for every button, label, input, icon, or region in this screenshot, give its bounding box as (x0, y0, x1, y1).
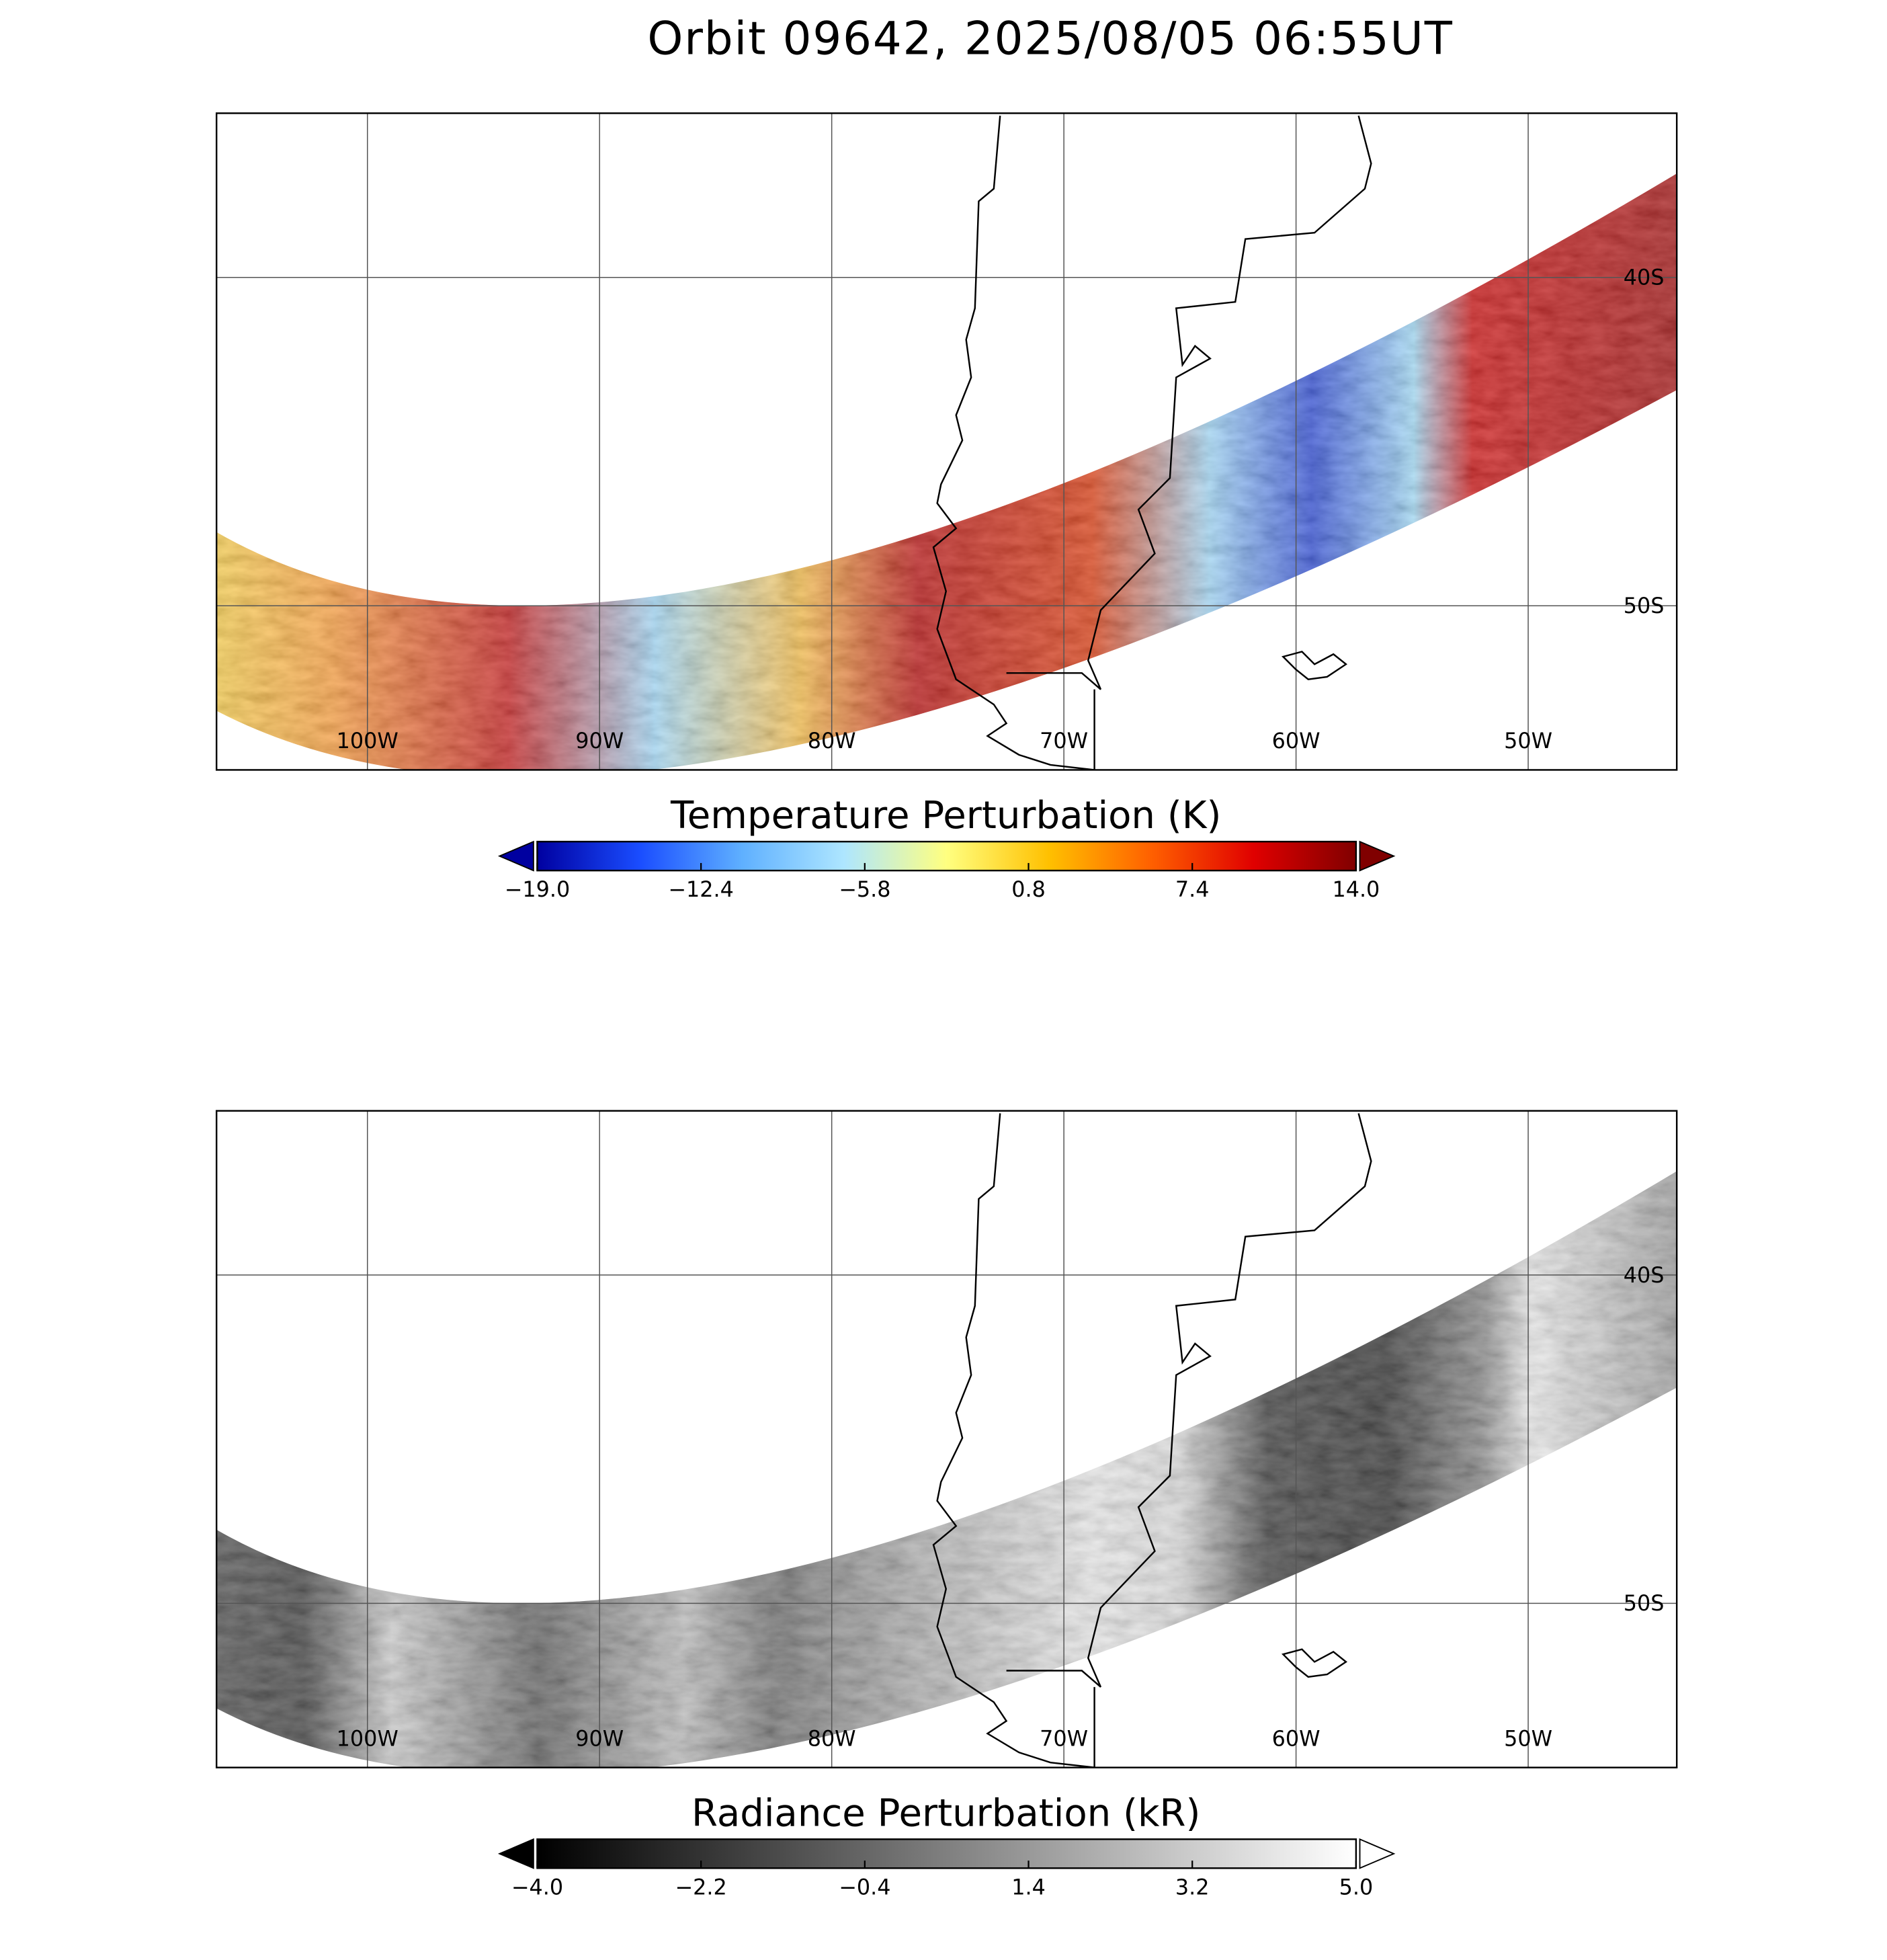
colorbar-tick-label: −5.8 (839, 876, 890, 902)
colorbar-extend-high (1359, 1838, 1396, 1869)
colorbar-title: Radiance Perturbation (kR) (691, 1791, 1200, 1835)
swath-texture (216, 1171, 1677, 1768)
map (216, 113, 1677, 770)
colorbar-tick-label: 1.4 (1011, 1874, 1046, 1900)
colorbar-tick-label: −12.4 (668, 876, 733, 902)
colorbar-tick-label: 0.8 (1011, 876, 1046, 902)
lon-label: 100W (337, 728, 399, 753)
lon-label: 80W (808, 1725, 856, 1751)
colorbar-title: Temperature Perturbation (K) (670, 794, 1221, 838)
map (216, 1110, 1677, 1768)
colorbar-extend-high (1359, 840, 1396, 872)
colorbar-tick-label: 14.0 (1332, 876, 1380, 902)
lon-label: 50W (1504, 1725, 1552, 1751)
lon-label: 70W (1040, 1725, 1088, 1751)
lon-label: 90W (575, 1725, 624, 1751)
lon-label: 70W (1040, 728, 1088, 753)
map-frame (215, 112, 1678, 771)
colorbar (536, 1838, 1357, 1869)
lon-label: 50W (1504, 728, 1552, 753)
colorbar-tick-label: −19.0 (505, 876, 570, 902)
title: Orbit 09642, 2025/08/05 06:55UT (647, 11, 1453, 65)
colorbar-tick-label: −2.2 (675, 1874, 727, 1900)
lat-label: 50S (1624, 1590, 1665, 1616)
colorbar (536, 840, 1357, 872)
colorbar-tick-label: 3.2 (1175, 1874, 1210, 1900)
swath-texture (216, 173, 1677, 770)
lon-label: 60W (1272, 1725, 1320, 1751)
colorbar-extend-low (497, 840, 534, 872)
colorbar-tick-label: 7.4 (1175, 876, 1210, 902)
map-frame (215, 1110, 1678, 1768)
lon-label: 90W (575, 728, 624, 753)
lat-label: 50S (1624, 593, 1665, 618)
lon-label: 60W (1272, 728, 1320, 753)
colorbar-tick-label: 5.0 (1339, 1874, 1374, 1900)
lat-label: 40S (1624, 1262, 1665, 1288)
panel: 100W 90W 80W 70W 60W 50W 40S 50S Temperature Per… (215, 112, 1678, 902)
colorbar-extend-low (497, 1838, 534, 1869)
lon-label: 100W (337, 1725, 399, 1751)
colorbar-tick-label: −4.0 (511, 1874, 563, 1900)
lat-label: 40S (1624, 265, 1665, 290)
colorbar-tick-label: −0.4 (839, 1874, 890, 1900)
panel: 100W 90W 80W 70W 60W 50W 40S 50S Radiance Pertur… (215, 1110, 1678, 1900)
lon-label: 80W (808, 728, 856, 753)
